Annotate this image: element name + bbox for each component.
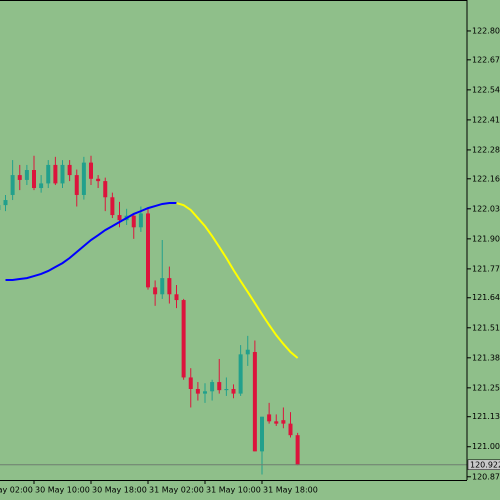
candle-body <box>17 175 22 180</box>
candle-body <box>267 414 272 422</box>
x-tick-label: 30 May 18:00 <box>92 486 147 495</box>
candle-body <box>146 213 150 288</box>
x-tick-label: 31 May 10:00 <box>206 486 261 495</box>
y-tick-label: 121.000 <box>472 442 500 451</box>
y-tick-label: 122.800 <box>472 26 500 35</box>
candle-body <box>3 200 8 206</box>
y-tick-label: 121.645 <box>472 293 500 302</box>
y-tick-label: 122.545 <box>472 85 500 94</box>
y-tick-label: 122.675 <box>472 55 500 64</box>
y-tick-label: 122.030 <box>472 204 500 213</box>
y-tick-label: 121.900 <box>472 234 500 243</box>
candle-body <box>210 382 215 392</box>
candle-body <box>231 388 236 394</box>
current-price-box <box>467 459 500 471</box>
y-tick-label: 122.160 <box>472 174 500 183</box>
candle-body <box>103 181 108 198</box>
candle-body <box>188 377 193 389</box>
candle-body <box>96 178 101 182</box>
candle-body <box>167 278 172 295</box>
current-price-label: 120.922 <box>470 460 500 469</box>
candle-body <box>274 421 279 424</box>
y-tick-label: 121.385 <box>472 353 500 362</box>
candle-body <box>153 287 158 295</box>
candle-body <box>195 388 200 394</box>
plot-area <box>0 155 467 475</box>
candle-body <box>24 170 29 180</box>
y-tick-label: 121.255 <box>472 383 500 392</box>
candle-body <box>110 197 115 216</box>
x-tick-label: 31 May 02:00 <box>149 486 204 495</box>
y-tick-label: 121.515 <box>472 323 500 332</box>
candle-body <box>46 164 51 184</box>
y-tick-label: 122.415 <box>472 115 500 124</box>
candle-body <box>217 382 222 391</box>
y-tick-label: 121.130 <box>472 412 500 421</box>
candle-body <box>74 175 79 195</box>
x-tick-label: 30 May 10:00 <box>35 486 90 495</box>
candle-body <box>53 164 58 184</box>
candle-body <box>288 423 293 436</box>
y-tick-label: 120.870 <box>472 472 500 481</box>
candle-body <box>252 352 257 452</box>
y-tick-label: 122.285 <box>472 145 500 154</box>
x-tick-label: 31 May 18:00 <box>263 486 318 495</box>
candle-body <box>81 162 86 195</box>
candle-body <box>138 213 143 228</box>
candle-body <box>224 388 229 391</box>
x-tick-label: 30 May 02:00 <box>0 486 33 495</box>
candle-body <box>245 349 250 355</box>
candle-body <box>281 420 286 424</box>
candle-body <box>174 294 179 301</box>
candle-body <box>203 391 207 394</box>
candle-body <box>131 215 136 228</box>
y-tick-label: 121.770 <box>472 264 500 273</box>
candle-body <box>10 175 15 195</box>
candle-body <box>89 162 93 179</box>
candle-body <box>32 170 36 189</box>
indicator-line <box>176 202 299 359</box>
candle-body <box>260 416 264 452</box>
candle-body <box>117 215 122 221</box>
candle-body <box>295 435 300 465</box>
axes: 122.800 122.675 122.545 122.415 122.285 122.1… <box>0 26 500 495</box>
candle-body <box>60 164 65 184</box>
candle-body <box>160 278 165 295</box>
candle-body <box>67 164 72 176</box>
candle-body <box>181 300 186 378</box>
candle-body <box>39 183 44 189</box>
indicator-line <box>5 202 177 281</box>
candle-body <box>238 354 243 394</box>
